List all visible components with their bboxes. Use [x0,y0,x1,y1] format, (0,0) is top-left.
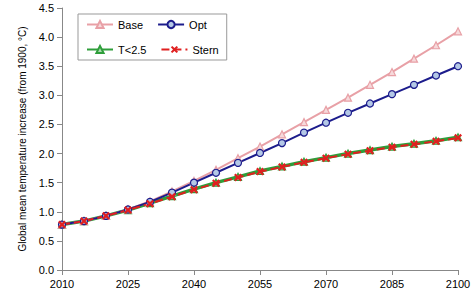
svg-text:4.5: 4.5 [39,2,54,14]
svg-text:0.0: 0.0 [39,264,54,276]
svg-text:0.5: 0.5 [39,235,54,247]
svg-text:3.0: 3.0 [39,89,54,101]
svg-text:Opt: Opt [189,19,207,31]
svg-text:2085: 2085 [380,278,404,290]
svg-text:2100: 2100 [446,278,470,290]
svg-text:2070: 2070 [314,278,338,290]
svg-text:1.0: 1.0 [39,206,54,218]
svg-text:Base: Base [118,19,143,31]
svg-text:2025: 2025 [116,278,140,290]
svg-text:2.5: 2.5 [39,118,54,130]
svg-text:Global mean temperature increa: Global mean temperature increase (from 1… [17,26,28,251]
svg-text:2055: 2055 [248,278,272,290]
svg-text:1.5: 1.5 [39,177,54,189]
svg-text:2010: 2010 [50,278,74,290]
svg-text:Stern: Stern [192,44,218,56]
svg-text:2.0: 2.0 [39,148,54,160]
svg-text:4.0: 4.0 [39,31,54,43]
svg-text:T<2.5: T<2.5 [118,44,146,56]
svg-text:2040: 2040 [182,278,206,290]
svg-text:3.5: 3.5 [39,60,54,72]
